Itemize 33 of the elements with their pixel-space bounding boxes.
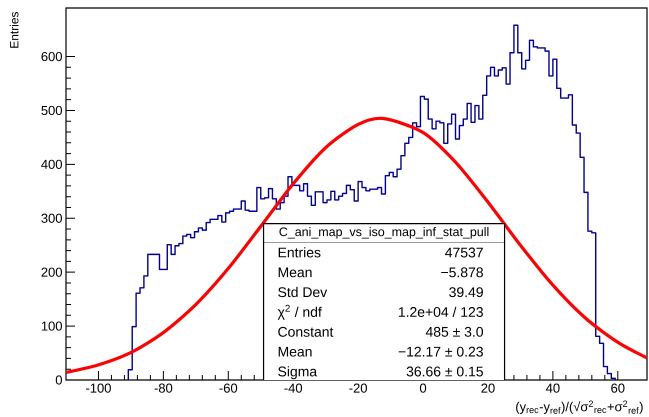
y-tick-label: 400 xyxy=(41,160,62,169)
y-tick-label: 500 xyxy=(41,106,62,116)
annotation: −5.878 xyxy=(441,267,483,278)
x-tick-label: 0 xyxy=(420,384,426,393)
annotation: 47537 xyxy=(445,248,483,258)
x-tick-label: -40 xyxy=(284,384,302,393)
x-tick-label: 20 xyxy=(481,384,495,393)
annotation: Std Dev xyxy=(278,286,328,298)
y-tick-label: 200 xyxy=(42,268,62,277)
annotation: Mean xyxy=(278,346,312,357)
y-tick-label: 100 xyxy=(42,322,62,331)
annotation: C_ani_map_vs_iso_map_inf_stat_pull xyxy=(279,227,488,239)
x-tick-label: 40 xyxy=(546,384,560,393)
x-tick-label: 60 xyxy=(611,384,624,393)
annotation: −12.17 ± 0.23 xyxy=(398,346,483,357)
annotation: Mean xyxy=(278,268,312,278)
y-axis-title: Entries xyxy=(10,12,18,48)
annotation: 36.66 ± 0.15 xyxy=(406,366,483,376)
annotation: Sigma xyxy=(278,366,318,380)
y-tick-label: 600 xyxy=(42,52,62,62)
y-tick-label: 300 xyxy=(41,214,62,223)
y-tick-label: 0 xyxy=(56,375,62,385)
annotation: χ$^{2}$ / ndf xyxy=(278,304,322,320)
x-tick-label: -60 xyxy=(220,384,238,393)
x-tick-label: -20 xyxy=(349,384,367,393)
x-tick-label: -100 xyxy=(86,384,111,393)
annotation: 485 ± 3.0 xyxy=(426,326,484,337)
annotation: 1.2e+04 / 123 xyxy=(398,306,483,317)
annotation: 39.49 xyxy=(449,287,483,298)
annotation: Entries xyxy=(278,247,320,258)
text: (y$_{rec}$-y$_{ref}$)/(√σ$^{2}$$_{rec}$+σ$^{2}$$_{ref}$) xyxy=(516,400,643,414)
annotation: Constant xyxy=(278,326,334,337)
x-tick-label: -80 xyxy=(154,384,172,393)
